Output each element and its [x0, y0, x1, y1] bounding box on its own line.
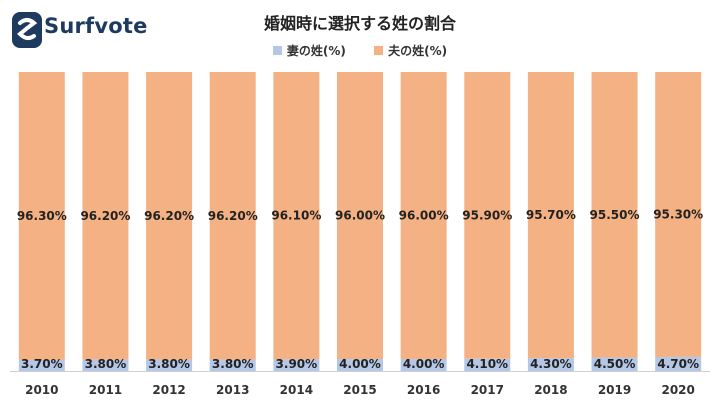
bar-wife-2010: [18, 359, 65, 371]
bar-husband-2015: [337, 72, 383, 360]
bar-wife-2019: [591, 357, 638, 371]
bar-wife-2016: [400, 359, 447, 371]
data-label-husband-2020: 95.30%: [653, 207, 703, 221]
data-label-husband-2015: 96.00%: [335, 209, 385, 223]
bar-wife-2012: [146, 359, 193, 371]
data-label-wife-2011: 3.80%: [85, 357, 127, 371]
data-label-wife-2017: 4.10%: [466, 357, 508, 371]
data-label-husband-2018: 95.70%: [526, 208, 576, 222]
data-label-wife-2014: 3.90%: [276, 357, 318, 371]
bar-husband-2014: [273, 72, 320, 360]
data-label-wife-2012: 3.80%: [148, 357, 190, 371]
data-label-wife-2010: 3.70%: [21, 357, 63, 371]
x-tick-label-2013: 2013: [216, 383, 249, 397]
x-tick-label-2016: 2016: [407, 383, 440, 397]
chart-title: 婚姻時に選択する姓の割合: [263, 14, 456, 33]
legend-label-wife: 妻の姓(%): [286, 44, 346, 58]
data-label-wife-2020: 4.70%: [657, 357, 699, 371]
brand-name: Surfvote: [44, 14, 148, 38]
chart-legend: 妻の姓(%) 夫の姓(%): [0, 42, 720, 59]
bar-wife-2013: [209, 359, 256, 371]
x-tick-label-2015: 2015: [343, 383, 376, 397]
data-label-husband-2019: 95.50%: [590, 208, 640, 222]
x-tick-label-2019: 2019: [598, 383, 631, 397]
data-label-wife-2018: 4.30%: [530, 357, 572, 371]
bar-wife-2014: [273, 359, 320, 371]
data-label-husband-2014: 96.10%: [271, 209, 321, 223]
data-label-husband-2012: 96.20%: [144, 209, 194, 223]
bar-wife-2018: [527, 358, 574, 371]
x-tick-label-2020: 2020: [661, 383, 694, 397]
x-tick-label-2017: 2017: [471, 383, 504, 397]
bar-husband-2012: [146, 72, 193, 360]
surfvote-logo: [12, 12, 42, 48]
x-tick-label-2011: 2011: [89, 383, 122, 397]
bar-husband-2017: [464, 72, 511, 359]
data-label-wife-2016: 4.00%: [403, 357, 445, 371]
bar-wife-2015: [337, 359, 383, 371]
data-label-husband-2013: 96.20%: [208, 209, 258, 223]
x-tick-label-2018: 2018: [534, 383, 567, 397]
bar-husband-2016: [400, 72, 447, 360]
data-label-wife-2019: 4.50%: [594, 357, 636, 371]
data-label-husband-2017: 95.90%: [462, 208, 512, 222]
data-label-wife-2013: 3.80%: [212, 357, 254, 371]
legend-item-husband: 夫の姓(%): [374, 42, 447, 59]
legend-swatch-husband: [374, 46, 384, 55]
data-label-wife-2015: 4.00%: [339, 357, 381, 371]
x-tick-label-2010: 2010: [25, 383, 58, 397]
data-label-husband-2016: 96.00%: [399, 209, 449, 223]
x-tick-label-2014: 2014: [280, 383, 313, 397]
legend-item-wife: 妻の姓(%): [272, 42, 346, 59]
bar-husband-2013: [209, 72, 256, 360]
legend-swatch-wife: [272, 46, 282, 55]
bar-husband-2019: [591, 72, 638, 358]
data-label-husband-2011: 96.20%: [80, 209, 130, 223]
bar-husband-2020: [655, 72, 702, 357]
legend-label-husband: 夫の姓(%): [388, 44, 448, 58]
x-tick-label-2012: 2012: [152, 383, 185, 397]
data-label-husband-2010: 96.30%: [17, 209, 67, 223]
bar-wife-2017: [464, 358, 511, 371]
bar-husband-2018: [527, 72, 574, 359]
bar-wife-2011: [82, 359, 129, 371]
bar-wife-2020: [655, 356, 702, 371]
bar-husband-2011: [82, 72, 129, 360]
bar-husband-2010: [18, 72, 65, 360]
